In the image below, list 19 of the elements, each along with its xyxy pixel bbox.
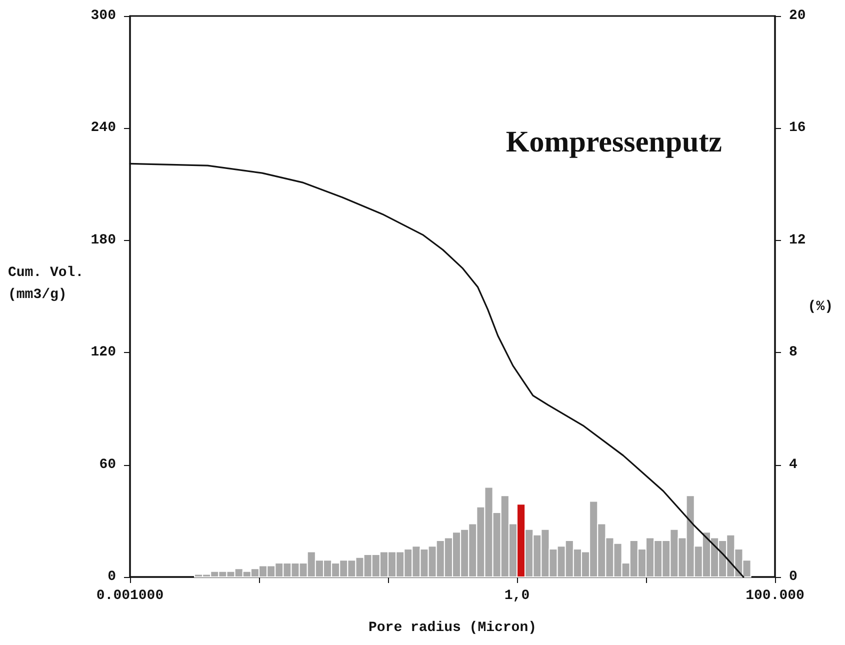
y2-tick-label: 0 — [789, 569, 798, 585]
y-tick-label: 0 — [108, 569, 116, 585]
y-tick-label: 60 — [99, 456, 116, 473]
y-tick-label: 300 — [90, 8, 116, 24]
x-tick-label: 0.001000 — [96, 588, 164, 604]
y2-tick-label: 4 — [789, 456, 798, 473]
x-tick-label: 100.000 — [746, 588, 804, 604]
y-axis-title: Cum. Vol. (mm3/g) — [8, 265, 84, 303]
x-axis-title: Pore radius (Micron) — [368, 620, 537, 636]
y2-tick-label: 8 — [789, 344, 798, 361]
y2-tick-label: 16 — [789, 120, 806, 136]
y-tick-label: 120 — [90, 344, 116, 361]
y2-tick-label: 20 — [789, 8, 806, 24]
y2-tick-label: 12 — [789, 232, 806, 248]
text: Kompressenputz — [506, 126, 722, 158]
x-tick-label: 1,0 — [504, 588, 530, 604]
y-tick-label: 240 — [90, 120, 116, 136]
y-tick-label: 180 — [90, 232, 116, 248]
y2-axis-title: (%) — [808, 299, 834, 315]
